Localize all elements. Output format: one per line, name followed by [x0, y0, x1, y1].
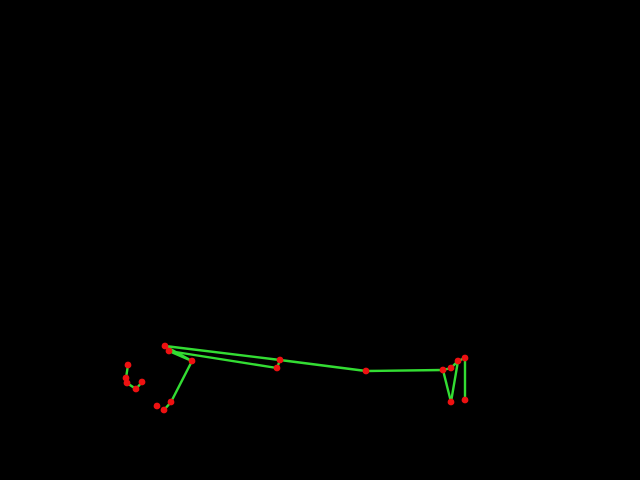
joint-14	[461, 396, 469, 404]
bone-j1-j7	[167, 349, 279, 370]
joint-19	[138, 378, 146, 386]
bone-j0-j6	[163, 344, 282, 362]
joint-18	[132, 385, 140, 393]
joint-5	[153, 402, 161, 410]
bone-j1-j2	[167, 349, 194, 363]
joints-layer	[122, 342, 469, 414]
joint-0	[161, 342, 169, 350]
joint-6	[276, 356, 284, 364]
joint-17	[123, 379, 131, 387]
joint-15	[124, 361, 132, 369]
joint-13	[447, 398, 455, 406]
bone-j8-j9	[364, 368, 445, 373]
joint-11	[454, 357, 462, 365]
joint-2	[188, 357, 196, 365]
joint-3	[167, 398, 175, 406]
bone-j9-j13	[441, 368, 453, 404]
joint-1	[165, 347, 173, 355]
joint-12	[461, 354, 469, 362]
bone-j2-j3	[169, 359, 194, 404]
joint-8	[362, 367, 370, 375]
joint-9	[439, 366, 447, 374]
joint-4	[160, 406, 168, 414]
joint-10	[447, 364, 455, 372]
bone-j13-j11	[449, 359, 460, 404]
bone-j6-j8	[278, 358, 368, 373]
joint-7	[273, 364, 281, 372]
